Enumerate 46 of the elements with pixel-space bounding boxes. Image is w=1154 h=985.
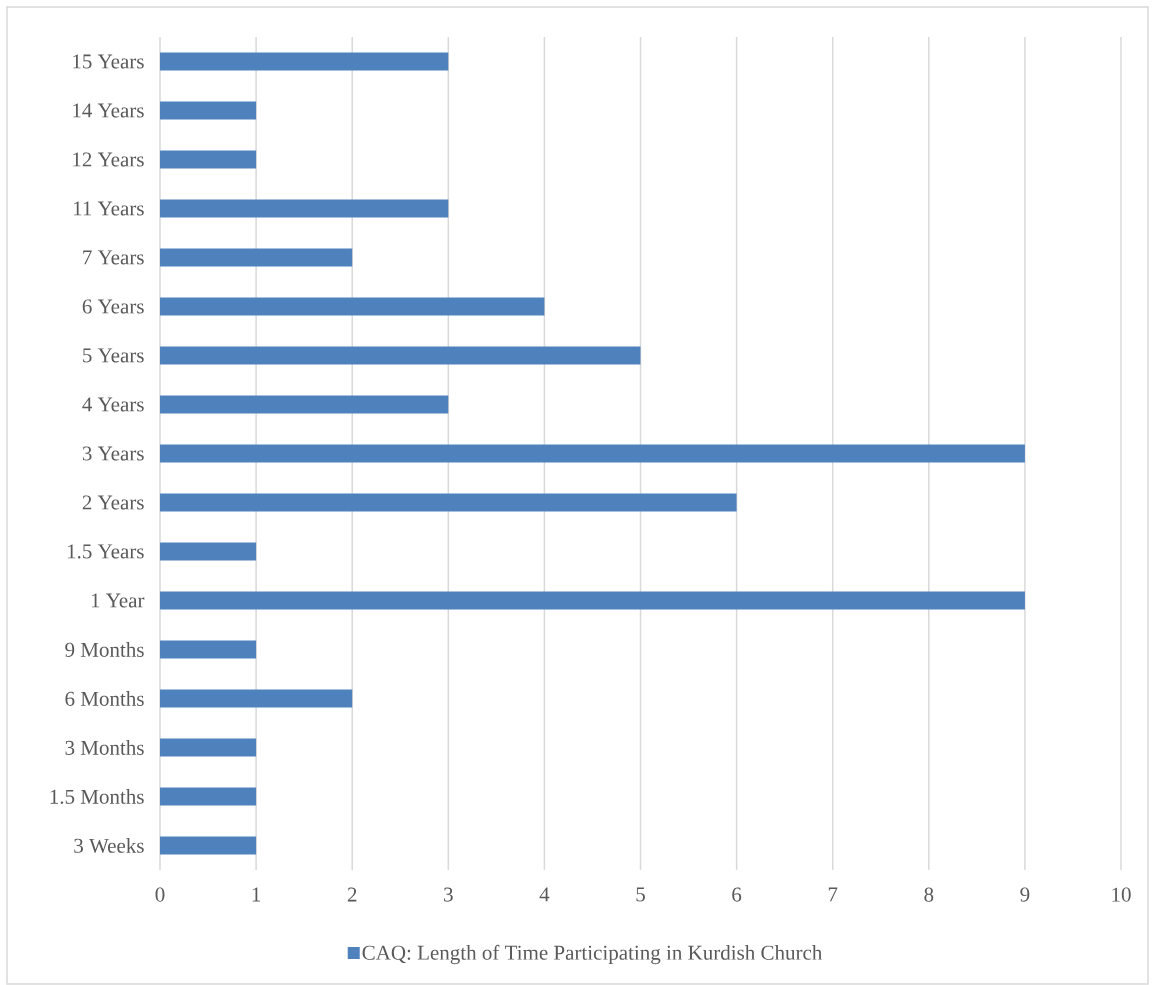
y-tick-label: 7 Years (83, 250, 144, 265)
x-tick-label: 0 (155, 887, 165, 902)
x-tick-label: 8 (924, 887, 934, 902)
bar (160, 493, 737, 512)
x-tick-label: 2 (347, 887, 357, 902)
y-tick-label: 9 Months (65, 642, 144, 657)
y-tick-label: 14 Years (73, 103, 144, 118)
bar (160, 150, 257, 169)
y-tick-label: 2 Years (82, 495, 144, 510)
x-tick-label: 4 (539, 887, 550, 902)
bar (160, 738, 257, 757)
y-tick-label: 6 Months (65, 691, 144, 706)
bar (160, 101, 257, 120)
bar (160, 444, 1025, 463)
bar (160, 248, 353, 267)
bar (160, 395, 449, 414)
x-tick-label: 10 (1112, 887, 1131, 902)
bar (160, 640, 257, 659)
y-tick-label: 11 Years (73, 201, 144, 216)
x-tick-label: 5 (636, 887, 645, 902)
bar (160, 591, 1025, 610)
y-tick-label: 6 Years (82, 299, 144, 314)
bar (160, 346, 641, 365)
bar (160, 52, 449, 71)
y-tick-label: 1.5 Years (67, 544, 144, 559)
bar (160, 199, 449, 218)
bar (160, 836, 257, 855)
bar (160, 787, 257, 806)
bar (160, 297, 545, 316)
y-tick-label: 3 Years (82, 446, 144, 461)
y-tick-label: 3 Months (65, 740, 144, 755)
bar (160, 542, 257, 561)
y-tick-label: 5 Years (83, 348, 144, 363)
x-tick-label: 7 (828, 887, 838, 902)
x-tick-label: 6 (732, 887, 742, 902)
y-tick-label: 1.5 Months (50, 789, 144, 804)
y-tick-label: 4 Years (82, 397, 144, 412)
y-tick-label: 12 Years (73, 152, 144, 167)
bar (160, 689, 353, 708)
x-tick-label: 1 (252, 887, 261, 902)
y-tick-label: 1 Year (91, 593, 145, 608)
y-tick-label: 3 Weeks (74, 838, 144, 853)
x-tick-label: 3 (444, 887, 453, 902)
y-tick-label: 15 Years (73, 54, 144, 69)
x-tick-label: 9 (1020, 887, 1030, 902)
legend-label: CAQ: Length of Time Participating in Kurdish Church (362, 944, 823, 965)
